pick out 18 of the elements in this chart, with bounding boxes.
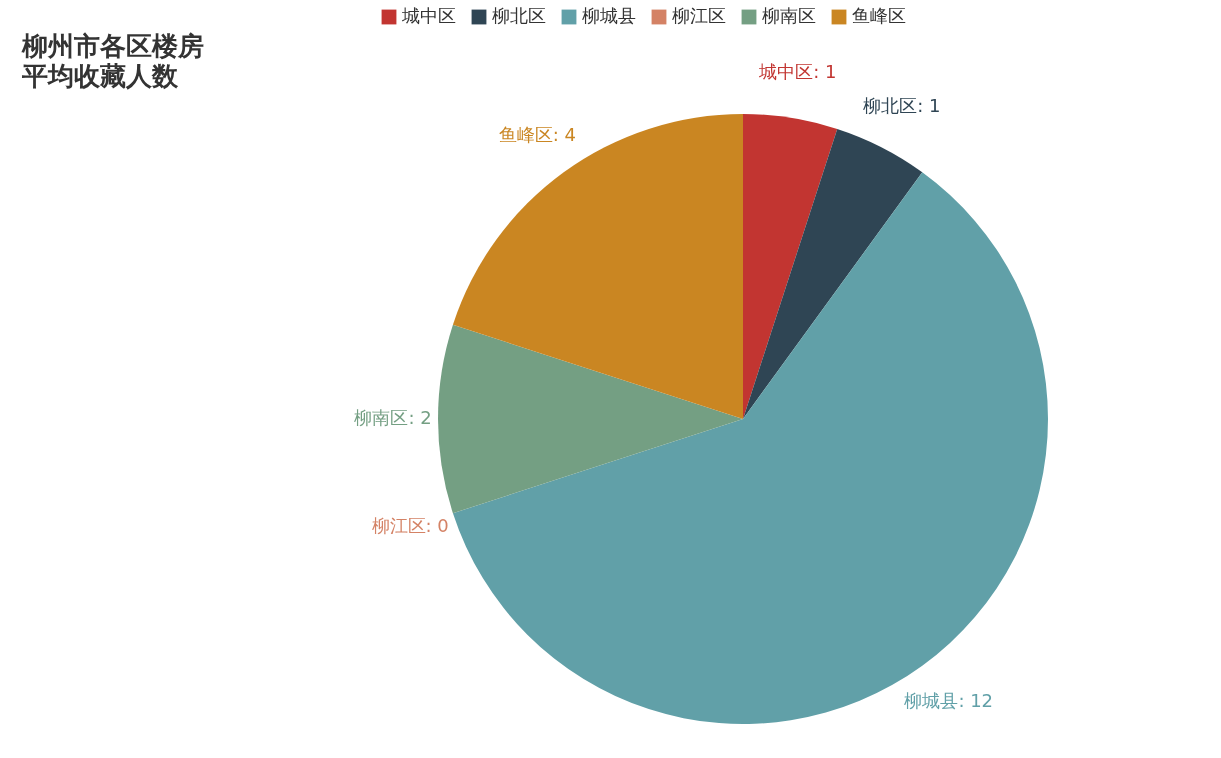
data-label: 柳城县: 12: [904, 690, 994, 712]
legend-label: 鱼峰区: [852, 5, 906, 26]
data-label: 柳南区: 2: [354, 407, 432, 428]
pie-slice: [743, 128, 923, 419]
data-label: 柳北区: 1: [863, 95, 941, 117]
pie-slice: [452, 114, 743, 419]
legend-label: 柳南区: [762, 5, 816, 26]
pie-slice: [452, 172, 1048, 724]
text: 柳江区: 0: [371, 515, 449, 537]
data-label: 鱼峰区: 4: [498, 123, 576, 145]
legend-label: 柳江区: [672, 5, 726, 26]
pie-slice: [743, 114, 838, 419]
legend-label: 柳城县: [582, 5, 636, 26]
pie-slice: [438, 324, 743, 514]
legend-label: 城中区: [401, 5, 456, 26]
data-label: 城中区: 1: [758, 61, 837, 83]
legend-label: 柳北区: [492, 5, 546, 26]
text: 柳州市各区楼房平均收藏人数: [21, 31, 204, 91]
